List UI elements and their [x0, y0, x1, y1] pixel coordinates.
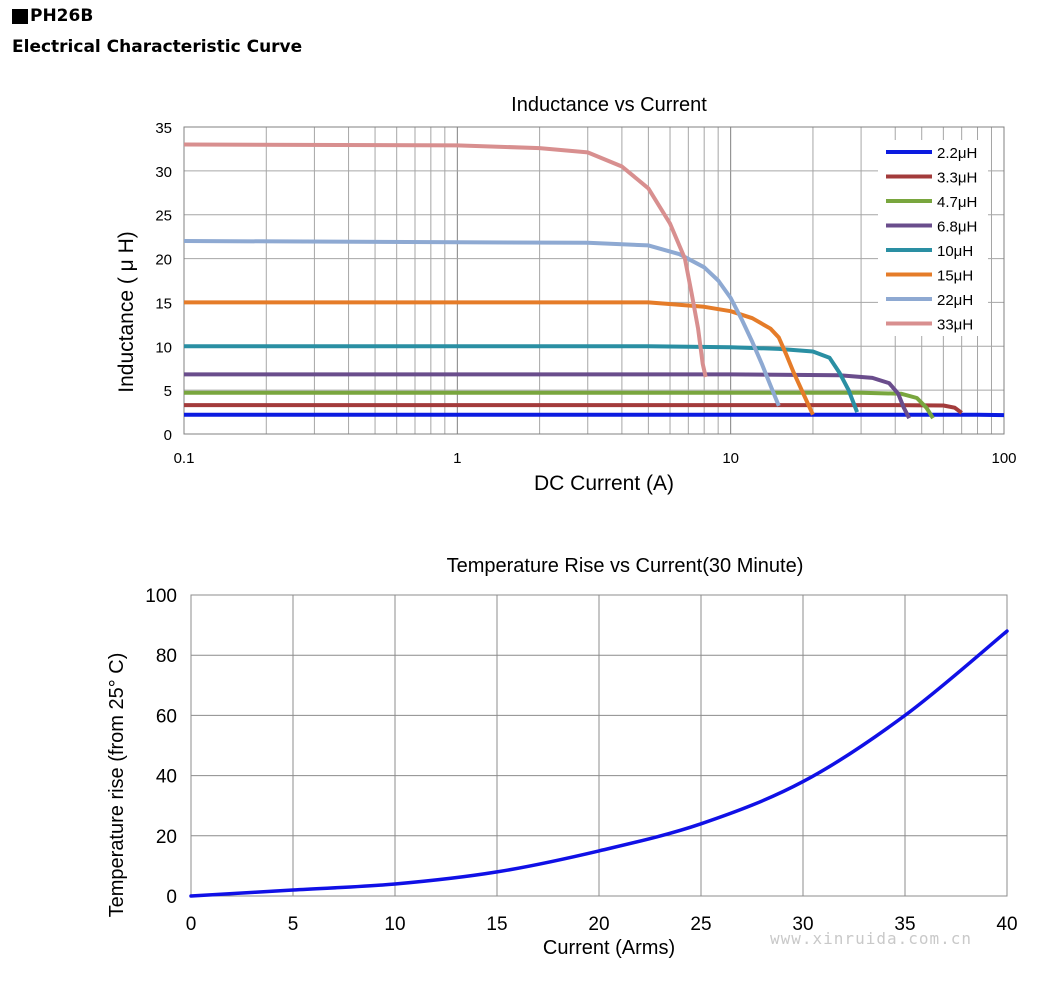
- inductance-y-tick-label: 20: [155, 252, 172, 269]
- inductance-chart: 2.2μH 3.3μH 4.7μH 6.8μH 10μH 15μH 22μH 33μH: [183, 126, 1005, 435]
- legend-entry-label: 2.2μH: [937, 145, 977, 162]
- inductance-x-tick-label: 1: [453, 450, 461, 467]
- temperature-y-tick-label: 0: [166, 887, 177, 908]
- product-name: PH26B: [30, 6, 94, 26]
- inductance-series-line: [183, 239, 781, 407]
- temperature-chart: [189, 594, 1009, 898]
- temperature-x-tick-label: 10: [384, 914, 405, 935]
- inductance-y-tick-label: 5: [164, 383, 172, 400]
- square-bullet-icon: [12, 8, 28, 24]
- legend-entry-label: 33μH: [937, 317, 973, 334]
- temperature-x-tick-label: 40: [996, 914, 1017, 935]
- temperature-x-tick-label: 20: [588, 914, 609, 935]
- temperature-y-axis-label: Temperature rise (from 25° C): [106, 653, 128, 918]
- inductance-y-tick-label: 25: [155, 208, 172, 225]
- temperature-x-tick-label: 5: [288, 914, 299, 935]
- inductance-series-line: [184, 390, 935, 420]
- inductance-x-tick-label: 0.1: [174, 450, 195, 467]
- temperature-series-line: [189, 629, 1009, 898]
- inductance-series-line: [184, 344, 859, 413]
- temperature-x-tick-label: 25: [690, 914, 711, 935]
- inductance-y-tick-label: 15: [155, 295, 172, 312]
- inductance-y-tick-label: 10: [155, 339, 172, 356]
- inductance-series-line: [184, 300, 815, 416]
- temperature-x-tick-label: 0: [186, 914, 197, 935]
- legend-entry-label: 4.7μH: [937, 194, 977, 211]
- inductance-x-axis-label: DC Current (A): [534, 472, 674, 495]
- temperature-y-tick-label: 20: [156, 827, 177, 848]
- temperature-y-tick-label: 60: [156, 706, 177, 727]
- legend-entry-label: 22μH: [937, 292, 973, 309]
- inductance-series-line: [184, 372, 911, 420]
- temperature-plot-frame: [190, 594, 1008, 897]
- inductance-plot-frame: [183, 126, 1005, 435]
- inductance-chart-title: Inductance vs Current: [511, 94, 707, 116]
- inductance-series-line: [184, 403, 963, 415]
- page-subtitle: Electrical Characteristic Curve: [12, 37, 303, 57]
- inductance-y-tick-label: 0: [164, 427, 172, 444]
- temperature-y-tick-label: 80: [156, 646, 177, 667]
- legend-entry-label: 15μH: [937, 268, 973, 285]
- legend-entry-label: 10μH: [937, 243, 973, 260]
- product-heading: PH26B: [12, 6, 93, 26]
- legend-entry-label: 6.8μH: [937, 219, 977, 236]
- legend-entry-label: 3.3μH: [937, 170, 977, 187]
- temperature-x-tick-label: 30: [792, 914, 813, 935]
- watermark: www.xinruida.com.cn: [770, 929, 973, 948]
- inductance-y-tick-label: 35: [155, 120, 172, 137]
- temperature-x-axis-label: Current (Arms): [543, 937, 675, 959]
- inductance-x-tick-label: 100: [991, 450, 1016, 467]
- inductance-legend: 2.2μH 3.3μH 4.7μH 6.8μH 10μH 15μH 22μH 33μH: [878, 140, 988, 336]
- inductance-series-line: [183, 142, 708, 378]
- temperature-y-tick-label: 100: [145, 586, 177, 607]
- inductance-x-tick-label: 10: [722, 450, 739, 467]
- temperature-x-tick-label: 15: [486, 914, 507, 935]
- legend-background: [878, 140, 988, 336]
- inductance-y-tick-label: 30: [155, 164, 172, 181]
- inductance-y-axis-label: Inductance ( μ H): [115, 231, 138, 393]
- temperature-x-tick-label: 35: [894, 914, 915, 935]
- temperature-chart-title: Temperature Rise vs Current(30 Minute): [447, 555, 804, 577]
- temperature-y-tick-label: 40: [156, 767, 177, 788]
